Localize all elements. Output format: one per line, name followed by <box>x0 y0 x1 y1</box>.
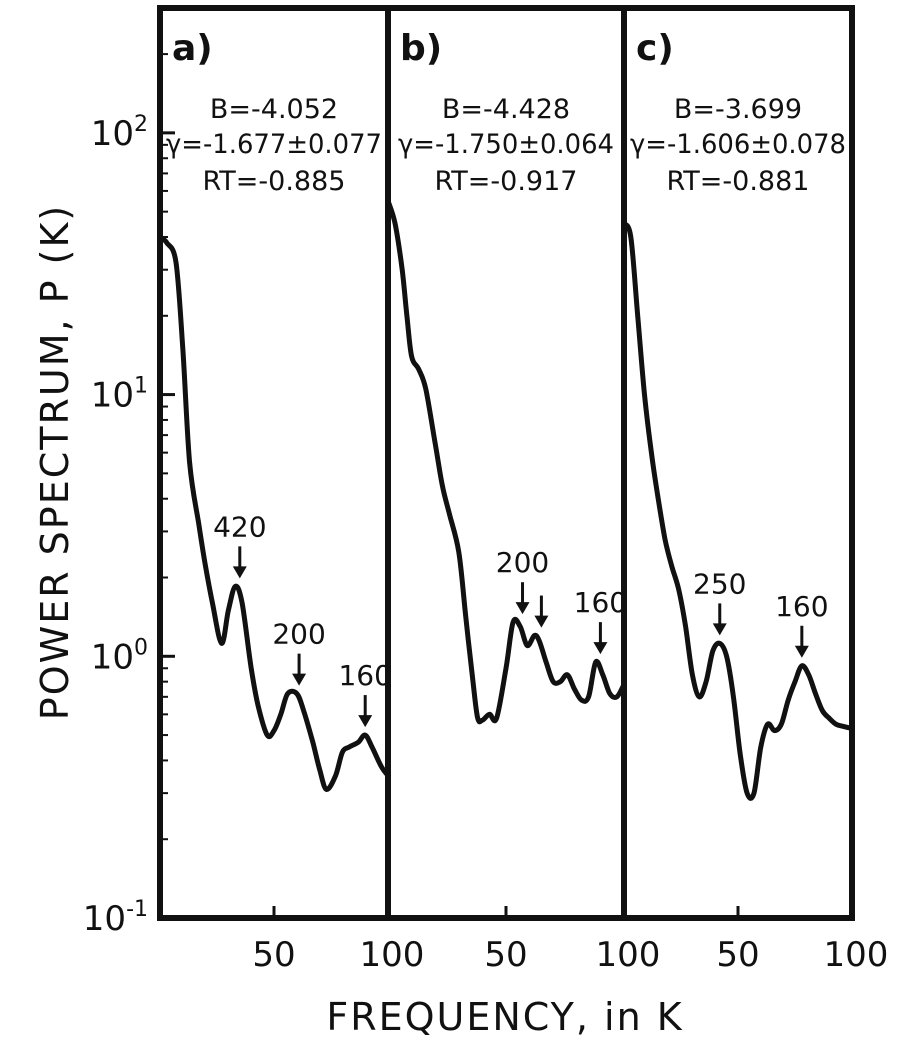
y-tick-label: 10-1 <box>83 897 148 939</box>
chart-panels: 50 100 a) B=-4.052 γ=-1.677±0.077 RT=-0.885 42… <box>157 28 889 975</box>
panel-rt-value: RT=-0.885 <box>203 166 346 197</box>
panel-b-value: B=-4.428 <box>442 94 570 125</box>
plot-border <box>157 5 855 921</box>
panel-letter: c) <box>636 28 674 69</box>
peak-arrowhead <box>712 623 727 636</box>
x-tick-label: 50 <box>252 935 295 975</box>
peak-arrowhead <box>358 715 373 728</box>
panel-b-value: B=-4.052 <box>210 94 338 125</box>
panel-c: 50 100 c)B=-3.699 γ=-1.606±0.078 RT=-0.881 25… <box>621 28 889 975</box>
peak-label: 160 <box>338 659 391 692</box>
x-tick-label: 100 <box>824 935 889 975</box>
panel-rt-value: RT=-0.881 <box>667 166 810 197</box>
x-tick-label: 50 <box>484 935 527 975</box>
x-axis-title: FREQUENCY, in K <box>326 995 683 1039</box>
panel-gamma-value: γ=-1.750±0.064 <box>398 129 614 160</box>
panel-rt-value: RT=-0.917 <box>435 166 578 197</box>
peak-arrowhead <box>232 566 247 579</box>
peak-label: 160 <box>574 586 627 619</box>
peak-arrowhead <box>534 615 549 628</box>
peak-arrowhead <box>794 645 809 658</box>
y-axis-ticks: 102 101 100 10-1 <box>83 7 175 939</box>
peak-label: 420 <box>213 510 266 543</box>
spectrum-line <box>621 221 855 801</box>
plot-frame <box>157 5 855 921</box>
y-tick-label: 102 <box>91 112 148 154</box>
peak-label: 200 <box>272 618 325 651</box>
spectrum-line <box>157 234 391 792</box>
x-tick-label: 50 <box>716 935 759 975</box>
peak-arrowhead <box>515 602 530 615</box>
peak-label: 160 <box>775 590 828 623</box>
panel-gamma-value: γ=-1.677±0.077 <box>166 129 382 160</box>
x-tick-label: 100 <box>360 935 425 975</box>
panel-b: 50 100 b)B=-4.428 γ=-1.750±0.064 RT=-0.917 20… <box>385 28 661 975</box>
x-tick-label: 100 <box>596 935 661 975</box>
panel-letter: b) <box>400 28 442 69</box>
peak-arrowhead <box>292 673 307 686</box>
y-axis-title: POWER SPECTRUM, P (K) <box>33 204 77 720</box>
y-tick-label: 101 <box>91 374 148 416</box>
y-tick-label: 100 <box>91 635 148 677</box>
peak-arrowhead <box>593 642 608 655</box>
panel-a: 50 100 a) B=-4.052 γ=-1.677±0.077 RT=-0.885 42… <box>157 28 425 975</box>
peak-label: 250 <box>693 567 746 600</box>
spectrum-line <box>385 198 627 725</box>
panel-gamma-value: γ=-1.606±0.078 <box>630 129 846 160</box>
panel-b-value: B=-3.699 <box>674 94 802 125</box>
peak-label: 200 <box>496 546 549 579</box>
panel-letter: a) <box>172 28 213 69</box>
